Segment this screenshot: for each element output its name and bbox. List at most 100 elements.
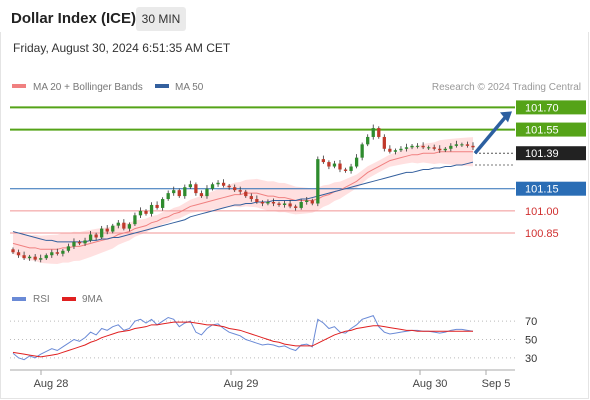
x-tick-label: Aug 29	[224, 378, 259, 390]
ma20-line	[12, 151, 473, 250]
candle-body	[299, 202, 303, 208]
candle-body	[421, 145, 425, 148]
candle-body	[332, 163, 337, 167]
candle-body	[122, 222, 126, 229]
candle-body	[105, 228, 109, 232]
candle-body	[88, 234, 93, 241]
candle-body	[443, 148, 447, 151]
candle-body	[393, 150, 398, 152]
instrument-title: Dollar Index (ICE)	[11, 10, 137, 27]
candle-body	[221, 182, 226, 186]
candle-body	[16, 252, 21, 256]
level-label-101.55: 101.55	[525, 125, 559, 137]
candle-body	[216, 182, 220, 185]
candle-body	[282, 203, 287, 205]
candle-body	[288, 203, 292, 207]
candle-body	[116, 222, 120, 226]
timestamp: Friday, August 30, 2024 6:51:35 AM CET	[13, 41, 231, 55]
candle-body	[310, 200, 314, 204]
candle-body	[454, 144, 459, 146]
candle-body	[199, 193, 204, 197]
rsi-tick-30: 30	[525, 353, 537, 365]
candle-body	[133, 215, 137, 225]
candle-body	[371, 128, 375, 137]
candle-body	[249, 196, 253, 200]
candle-body	[100, 228, 104, 238]
bollinger-band	[13, 137, 473, 264]
candle-body	[172, 190, 176, 194]
level-label-101.70: 101.70	[525, 102, 559, 114]
candle-body	[27, 256, 32, 259]
candle-body	[77, 241, 82, 244]
candle-body	[399, 148, 403, 151]
candle-body	[238, 190, 242, 192]
x-tick-label: Aug 30	[413, 378, 448, 390]
candle-body	[427, 147, 431, 149]
candle-body	[149, 204, 154, 214]
rsi-legend-label: RSI	[33, 294, 50, 305]
candle-body	[39, 258, 43, 260]
last-price-label: 101.39	[525, 148, 559, 160]
candle-body	[266, 202, 270, 204]
candle-body	[343, 169, 348, 171]
level-label-100.85: 100.85	[525, 228, 559, 240]
candle-body	[415, 145, 420, 147]
candle-body	[260, 202, 265, 204]
candle-body	[177, 190, 181, 197]
candle-body	[338, 163, 342, 170]
candle-body	[210, 184, 215, 189]
level-tag-101.70	[516, 100, 586, 115]
candle-body	[277, 203, 281, 205]
level-tag-101.55	[516, 122, 586, 137]
rsi-series-9MA	[12, 321, 473, 358]
candle-body	[294, 206, 298, 208]
rsi-series-RSI	[12, 315, 474, 361]
candle-body	[465, 144, 470, 146]
candle-body	[66, 246, 71, 251]
candle-body	[205, 188, 209, 197]
candle-body	[438, 148, 442, 151]
candle-body	[155, 204, 159, 208]
candle-body	[432, 147, 436, 149]
candle-body	[305, 200, 309, 202]
x-tick-label: Sep 5	[482, 378, 511, 390]
level-tag-101.15	[516, 181, 586, 196]
candle-body	[111, 225, 115, 232]
candle-body	[327, 162, 331, 167]
candle-body	[144, 210, 148, 214]
candle-body	[11, 249, 15, 253]
candle-body	[194, 184, 198, 194]
candle-body	[83, 240, 87, 244]
candle-body	[127, 224, 132, 229]
candle-body	[183, 187, 187, 197]
candle-body	[227, 185, 231, 188]
candle-body	[321, 159, 326, 163]
candle-body	[382, 136, 386, 149]
candle-body	[366, 136, 370, 145]
timeframe-badge[interactable]: 30 MIN	[136, 7, 186, 31]
candle-body	[377, 128, 381, 137]
candle-body	[360, 144, 364, 158]
ma20-legend-swatch	[12, 84, 26, 88]
chart-header: Dollar Index (ICE) 30 MIN	[0, 0, 590, 38]
candle-body	[354, 157, 359, 167]
rsi-tick-50: 50	[525, 335, 537, 347]
candle-body	[244, 191, 248, 197]
candle-body	[138, 210, 143, 216]
candle-body	[33, 256, 37, 260]
forecast-arrow-head	[500, 111, 512, 123]
candle-body	[349, 166, 353, 171]
candle-body	[55, 252, 59, 254]
candle-body	[44, 255, 48, 259]
ma50-legend-swatch	[155, 84, 169, 88]
candle-body	[449, 145, 453, 149]
candle-body	[72, 241, 76, 247]
candle-body	[271, 202, 276, 204]
candle-body	[404, 147, 409, 149]
level-label-101.15: 101.15	[525, 184, 559, 196]
x-tick-label: Aug 28	[34, 378, 69, 390]
candle-body	[388, 148, 392, 152]
candle-body	[94, 234, 98, 238]
ma20-legend-label: MA 20 + Bollinger Bands	[33, 82, 143, 93]
